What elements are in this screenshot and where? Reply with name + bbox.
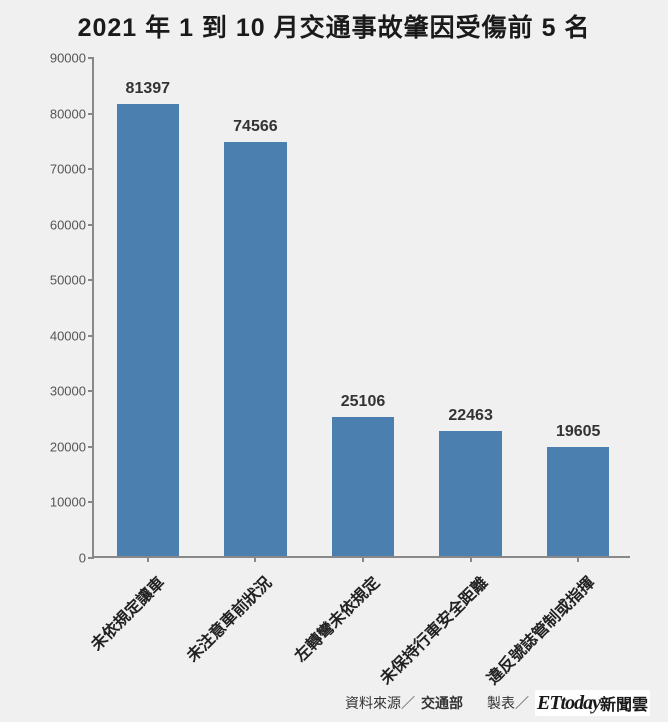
category-label: 違反號誌管制或指揮 [480,570,599,689]
x-tick-mark [254,556,256,562]
bar [439,431,501,556]
bar [547,447,609,556]
x-tick-mark [362,556,364,562]
plot-area: 81397 74566 25106 22463 19605 [92,58,630,558]
brand-logo: ETtoday 新聞雲 [535,690,650,716]
y-tick-label: 30000 [30,384,86,399]
bar-value-label: 19605 [556,423,601,441]
bar [224,142,286,556]
category-label: 未保持行車安全距離 [373,570,492,689]
y-tick-label: 90000 [30,51,86,66]
category-label: 左轉彎未依規定 [288,570,384,666]
y-tick-label: 70000 [30,162,86,177]
y-tick-label: 10000 [30,495,86,510]
y-tick-label: 40000 [30,328,86,343]
brand-latin: ETtoday [537,692,600,715]
y-tick-label: 0 [30,551,86,566]
source-value: 交通部 [421,693,463,713]
bar [117,104,179,556]
bar [332,417,394,556]
x-tick-mark [577,556,579,562]
category-label: 未注意車前狀況 [180,570,276,666]
chart-container: 0 10000 20000 30000 40000 50000 60000 70000 8000… [30,48,640,588]
footer-credits: 資料來源／ 交通部 製表／ ETtoday 新聞雲 [345,690,650,716]
y-tick-label: 20000 [30,439,86,454]
bar-value-label: 22463 [448,407,493,425]
brand-cn: 新聞雲 [600,691,648,715]
bar-value-label: 74566 [233,118,278,136]
x-tick-mark [147,556,149,562]
category-label: 未依規定讓車 [84,570,169,655]
source-label: 資料來源／ [345,693,415,713]
y-tick-label: 50000 [30,273,86,288]
y-tick-label: 60000 [30,217,86,232]
bar-value-label: 81397 [126,80,171,98]
chart-title: 2021 年 1 到 10 月交通事故肇因受傷前 5 名 [0,0,668,44]
x-tick-mark [470,556,472,562]
maker-label: 製表／ [487,693,529,713]
y-tick-label: 80000 [30,106,86,121]
bar-value-label: 25106 [341,393,386,411]
